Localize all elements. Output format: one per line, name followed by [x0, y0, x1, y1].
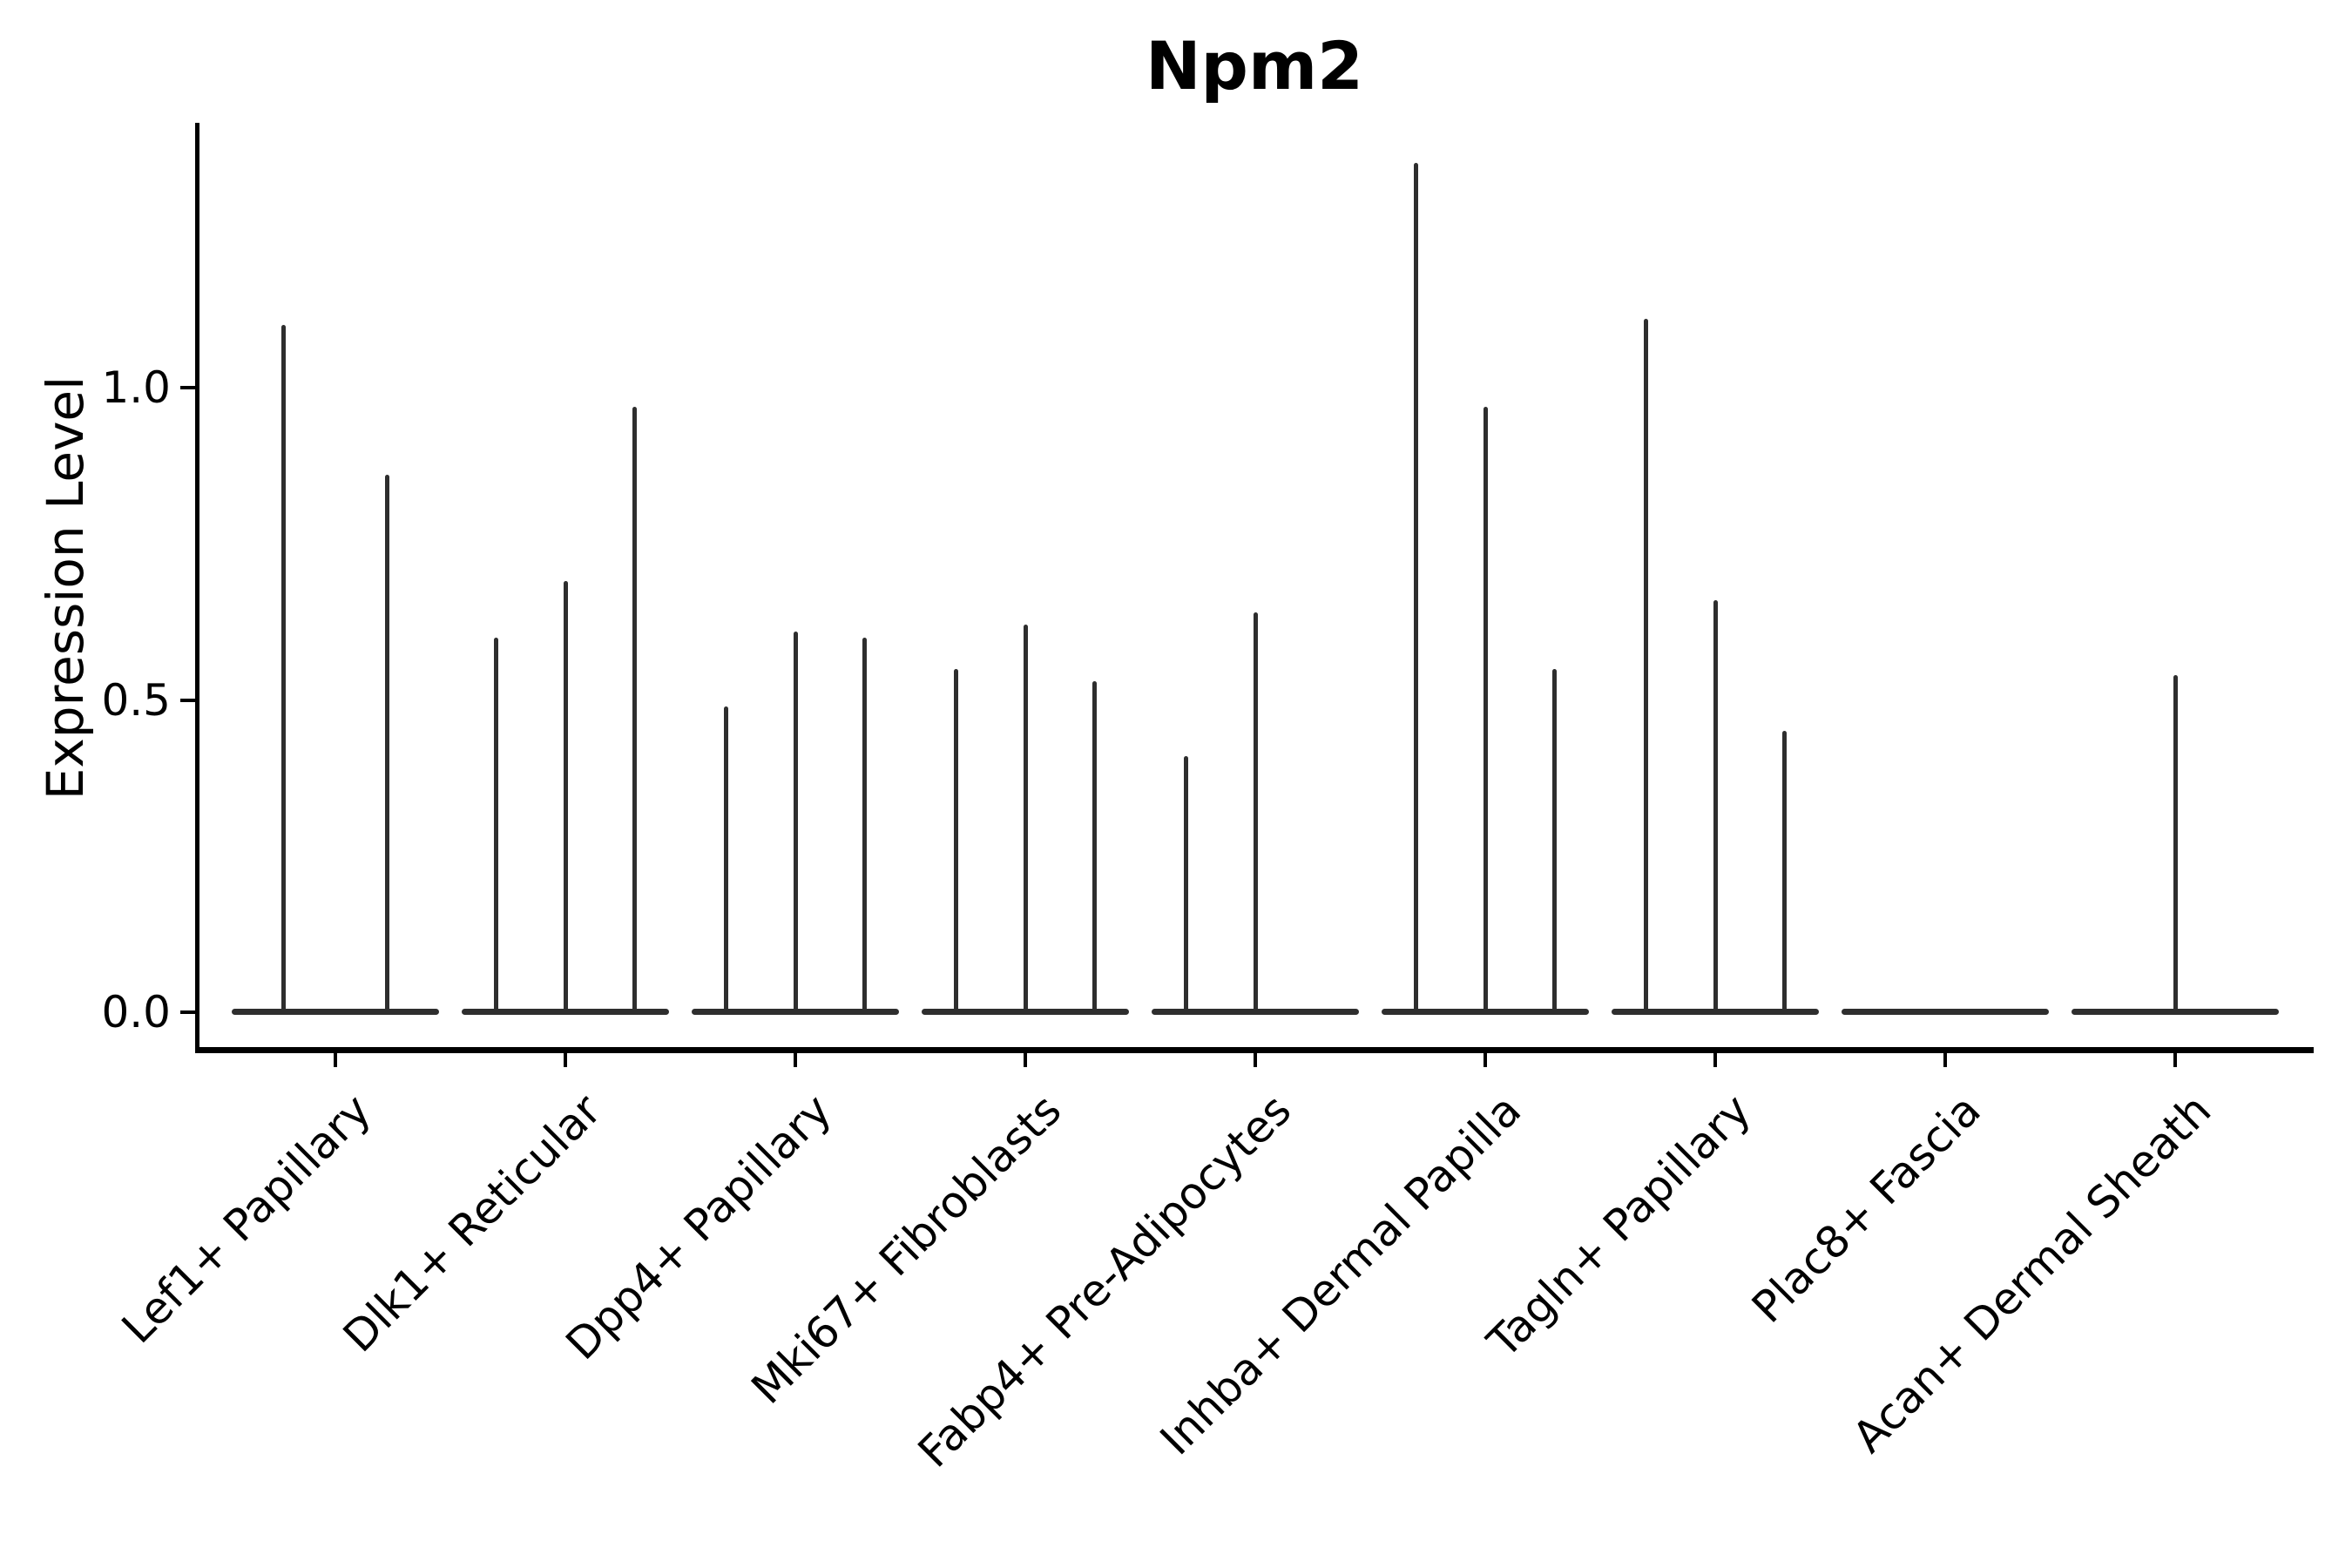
- violin-spike: [385, 475, 389, 1015]
- x-tick-mark: [794, 1053, 797, 1067]
- violin-spike: [563, 581, 568, 1015]
- violin-spike: [1483, 406, 1488, 1015]
- violin-spike: [632, 406, 637, 1015]
- violin-baseline: [232, 1009, 439, 1015]
- x-tick-mark: [334, 1053, 337, 1067]
- violin-baseline: [1842, 1009, 2049, 1015]
- violin-spike: [862, 637, 867, 1015]
- violin-spike: [1644, 319, 1649, 1015]
- violin-spike: [1253, 612, 1258, 1015]
- violin-spike: [1713, 599, 1718, 1015]
- violin-spike: [793, 631, 798, 1015]
- violin-spike: [1551, 668, 1557, 1015]
- x-tick-label: Fabp4+ Pre-Adipocytes: [908, 1085, 1301, 1477]
- chart-title: Npm2: [1145, 27, 1364, 105]
- violin-spike: [1023, 625, 1028, 1015]
- x-tick-mark: [2173, 1053, 2177, 1067]
- y-axis-spine: [195, 123, 199, 1053]
- violin-spike: [1092, 680, 1097, 1015]
- y-tick-label: 0.0: [101, 987, 171, 1037]
- x-tick-mark: [1484, 1053, 1487, 1067]
- violin-spike: [1414, 162, 1419, 1015]
- violin-spike: [1184, 756, 1189, 1015]
- x-axis-spine: [195, 1047, 2314, 1053]
- y-tick-mark: [180, 1010, 196, 1014]
- violin-spike: [1781, 731, 1787, 1015]
- violin-spike: [494, 637, 499, 1015]
- x-tick-mark: [1713, 1053, 1717, 1067]
- y-tick-label: 0.5: [101, 674, 171, 726]
- y-tick-mark: [180, 386, 196, 389]
- y-tick-label: 1.0: [101, 362, 171, 413]
- x-tick-mark: [1943, 1053, 1947, 1067]
- y-axis-label: Expression Level: [36, 375, 95, 801]
- x-tick-mark: [1024, 1053, 1027, 1067]
- violin-spike: [281, 325, 286, 1015]
- y-tick-mark: [180, 698, 196, 702]
- x-tick-mark: [564, 1053, 567, 1067]
- x-tick-mark: [1254, 1053, 1257, 1067]
- violin-spike: [724, 706, 729, 1015]
- x-tick-label: Plac8+ Fascia: [1742, 1085, 1991, 1333]
- x-tick-label: Dlk1+ Reticular: [334, 1085, 612, 1362]
- x-tick-label: Lef1+ Papillary: [112, 1085, 382, 1354]
- violin-spike: [954, 668, 959, 1015]
- violin-spike: [2173, 674, 2178, 1015]
